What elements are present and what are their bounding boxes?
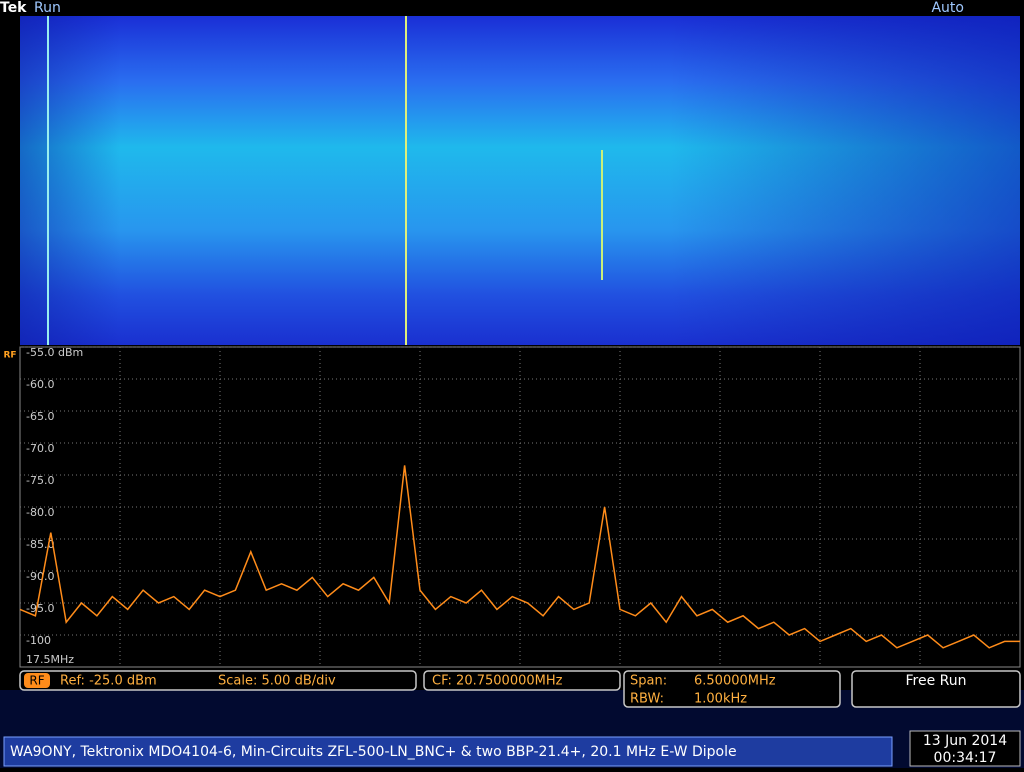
waterfall — [20, 16, 1020, 345]
note-bar — [3, 736, 893, 767]
y-tick-label: -70.0 — [26, 442, 54, 455]
date: 13 Jun 2014 — [923, 733, 1007, 749]
waterfall-shade — [20, 16, 1020, 345]
y-tick-label: -95.0 — [26, 602, 54, 615]
y-tick-label: -90.0 — [26, 570, 54, 583]
run-status: Run — [34, 0, 61, 16]
y-tick-label: -60.0 — [26, 378, 54, 391]
y-tick-label: -55.0 dBm — [26, 346, 83, 359]
rbw: 1.00kHz — [694, 692, 747, 707]
x-tick-label: 17.5MHz — [26, 653, 74, 666]
brand: Tek — [0, 0, 27, 16]
scale: Scale: 5.00 dB/div — [218, 674, 336, 689]
rf-label: RF — [29, 674, 44, 688]
acquisition-mode[interactable]: Free Run — [905, 673, 966, 689]
span-label: Span: — [630, 674, 667, 689]
y-tick-label: -65.0 — [26, 410, 54, 423]
rbw-label: RBW: — [630, 692, 664, 707]
ref-box — [19, 670, 417, 691]
trigger-mode: Auto — [931, 0, 964, 16]
clock-box — [909, 730, 1021, 767]
note: WA9ONY, Tektronix MDO4104-6, Min-Circuit… — [10, 744, 737, 760]
mode-box[interactable] — [851, 670, 1021, 708]
span-box — [623, 670, 841, 708]
spectrum: -55.0 dBm-60.0-65.0-70.0-75.0-80.0-85.0-… — [19, 346, 1020, 667]
rf-marker: RF — [3, 351, 16, 361]
y-tick-label: -100 — [26, 634, 51, 647]
span: 6.50000MHz — [694, 674, 776, 689]
center-frequency: CF: 20.7500000MHz — [432, 674, 563, 689]
plot-area — [19, 346, 1021, 668]
rf-badge — [24, 673, 50, 688]
spectrum-trace — [19, 465, 1020, 649]
time: 00:34:17 — [934, 750, 997, 766]
y-tick-label: -80.0 — [26, 506, 54, 519]
ref-level: Ref: -25.0 dBm — [60, 674, 157, 689]
cf-box — [423, 670, 621, 691]
y-tick-label: -75.0 — [26, 474, 54, 487]
